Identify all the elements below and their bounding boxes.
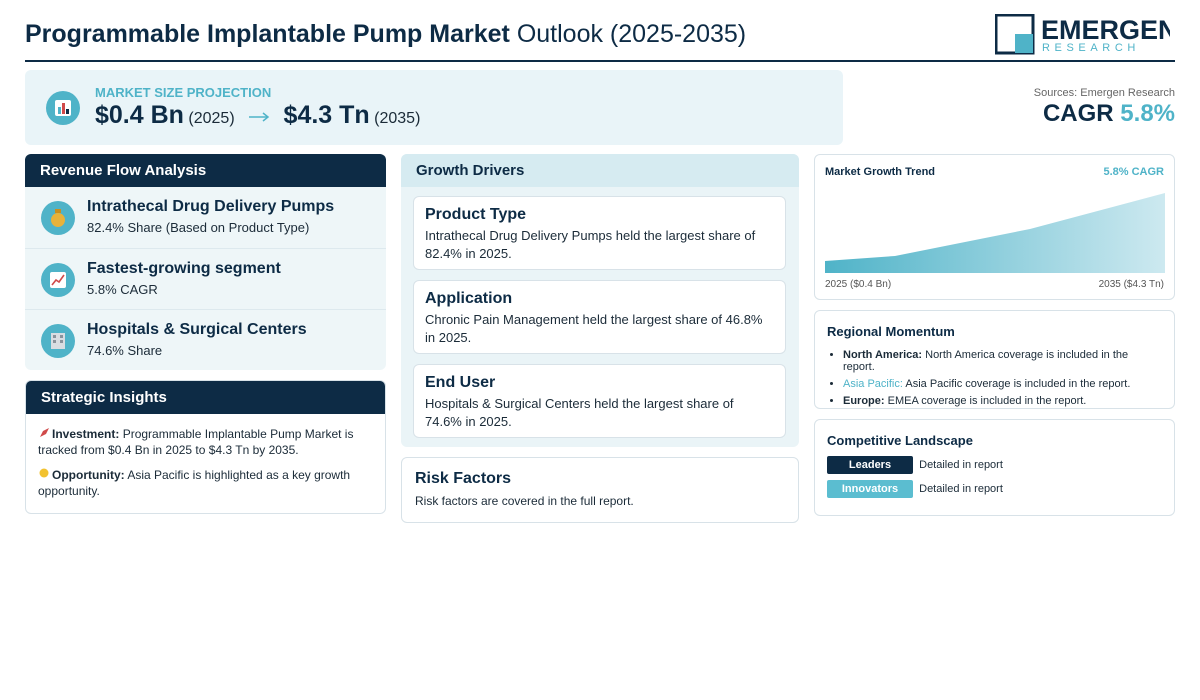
strategic-insights: Strategic Insights Investment: Programma… [25,380,386,514]
region-text: EMEA coverage is included in the report. [887,395,1087,407]
region-name: North America: [843,349,923,361]
title-rest: Outlook (2025-2035) [516,20,747,48]
driver-card: Application Chronic Pain Management held … [413,280,786,354]
driver-title: Product Type [425,206,527,223]
trend-panel: Market Growth Trend 5.8% CAGR 2025 ($0.4… [814,154,1175,300]
revenue-icon [41,263,75,297]
trend-title: Market Growth Trend [825,166,936,178]
logo-name: EMERGEN [1041,15,1170,45]
competitive-text: Detailed in report [919,483,1003,495]
header-rule [25,60,1175,62]
revenue-flow: Revenue Flow Analysis Intrathecal Drug D… [25,154,386,370]
region-name: Asia Pacific: [843,378,903,390]
competitive-title: Competitive Landscape [827,433,973,448]
competitive-tag: Innovators [827,480,913,498]
projection-arrow [249,112,270,122]
projection-label: MARKET SIZE PROJECTION [95,85,272,100]
logo: EMERGEN RESEARCH [995,14,1170,55]
start-value: $0.4 Bn [95,101,184,129]
competitive-row: Innovators Detailed in report [827,480,1162,498]
revenue-item-detail: 82.4% Share (Based on Product Type) [87,220,310,235]
revenue-item-detail: 5.8% CAGR [87,282,158,297]
insights-title: Strategic Insights [26,381,385,414]
revenue-item-title: Fastest-growing segment [87,260,281,277]
trend-end: 2035 ($4.3 Tn) [1098,279,1164,290]
risk-title: Risk Factors [415,470,512,487]
end-value: $4.3 Tn [283,101,370,129]
trend-badge: 5.8% CAGR [1103,166,1164,178]
competitive-row: Leaders Detailed in report [827,456,1162,474]
insight-label: Investment: [52,427,120,441]
insight-text: Asia Pacific is highlighted as a key gro… [38,468,351,498]
revenue-icon [41,201,75,235]
region-name: Europe: [843,395,885,407]
insight-icon [40,428,49,437]
insight: Investment: Programmable Implantable Pum… [38,426,373,458]
trend-shape [825,193,1165,273]
risk-text: Risk factors are covered in the full rep… [415,494,634,508]
cagr-value: 5.8% [1120,100,1175,127]
revenue-item: Hospitals & Surgical Centers 74.6% Share [25,309,386,370]
region-item: North America: North America coverage is… [843,349,1162,373]
projection-icon [46,91,80,125]
competitive-text: Detailed in report [919,459,1003,471]
page-title: Programmable Implantable Pump Market Out… [25,20,746,49]
revenue-item-detail: 74.6% Share [87,343,163,358]
competitive-tag: Leaders [827,456,913,474]
region-item: Europe: EMEA coverage is included in the… [843,395,1162,407]
driver-text: Intrathecal Drug Delivery Pumps held the… [425,228,756,261]
growth-drivers: Growth Drivers Product Type Intrathecal D… [401,154,799,447]
source: Sources: Emergen Research [1033,87,1175,99]
driver-text: Chronic Pain Management held the largest… [425,312,763,345]
revenue-title: Revenue Flow Analysis [25,154,386,187]
end-year: (2035) [374,110,421,127]
driver-card: Product Type Intrathecal Drug Delivery Pu… [413,196,786,270]
drivers-title: Growth Drivers [401,154,799,187]
region-text: Asia Pacific coverage is included in the… [905,378,1131,390]
projection-panel: MARKET SIZE PROJECTION $0.4 Bn (2025) $4… [25,70,843,145]
trend-area [825,193,1165,273]
driver-title: End User [425,374,496,391]
insight: Opportunity: Asia Pacific is highlighted… [38,467,373,499]
driver-card: End User Hospitals & Surgical Centers hel… [413,364,786,438]
revenue-item: Fastest-growing segment 5.8% CAGR [25,248,386,309]
revenue-item: Intrathecal Drug Delivery Pumps 82.4% Sh… [25,187,386,248]
title-bold: Programmable Implantable Pump Market [25,20,510,48]
revenue-item-title: Intrathecal Drug Delivery Pumps [87,198,335,215]
trend-start: 2025 ($0.4 Bn) [825,279,892,290]
logo-accent [1015,34,1033,53]
logo-sub: RESEARCH [1042,42,1140,54]
driver-title: Application [425,290,513,307]
cagr-label: CAGR [1042,100,1114,127]
regional-title: Regional Momentum [827,324,955,339]
insights-body: Investment: Programmable Implantable Pum… [26,414,385,499]
cagr: CAGR 5.8% [1043,100,1175,128]
regional-list: North America: North America coverage is… [827,349,1162,407]
revenue-icon [41,324,75,358]
risk-factors: Risk Factors Risk factors are covered in… [401,457,799,523]
revenue-item-title: Hospitals & Surgical Centers [87,321,307,338]
regional-panel: Regional Momentum North America: North A… [814,310,1175,409]
start-year: (2025) [188,110,235,127]
insight-text: Programmable Implantable Pump Market is … [38,427,354,457]
insight-icon [39,468,49,478]
driver-text: Hospitals & Surgical Centers held the la… [425,396,734,429]
projection-values: $0.4 Bn (2025) $4.3 Tn (2035) [95,101,420,130]
region-text: North America coverage is included in th… [843,349,1129,373]
competitive-panel: Competitive Landscape Leaders Detailed i… [814,419,1175,516]
insight-label: Opportunity: [52,468,125,482]
region-item: Asia Pacific: Asia Pacific coverage is i… [843,378,1162,390]
